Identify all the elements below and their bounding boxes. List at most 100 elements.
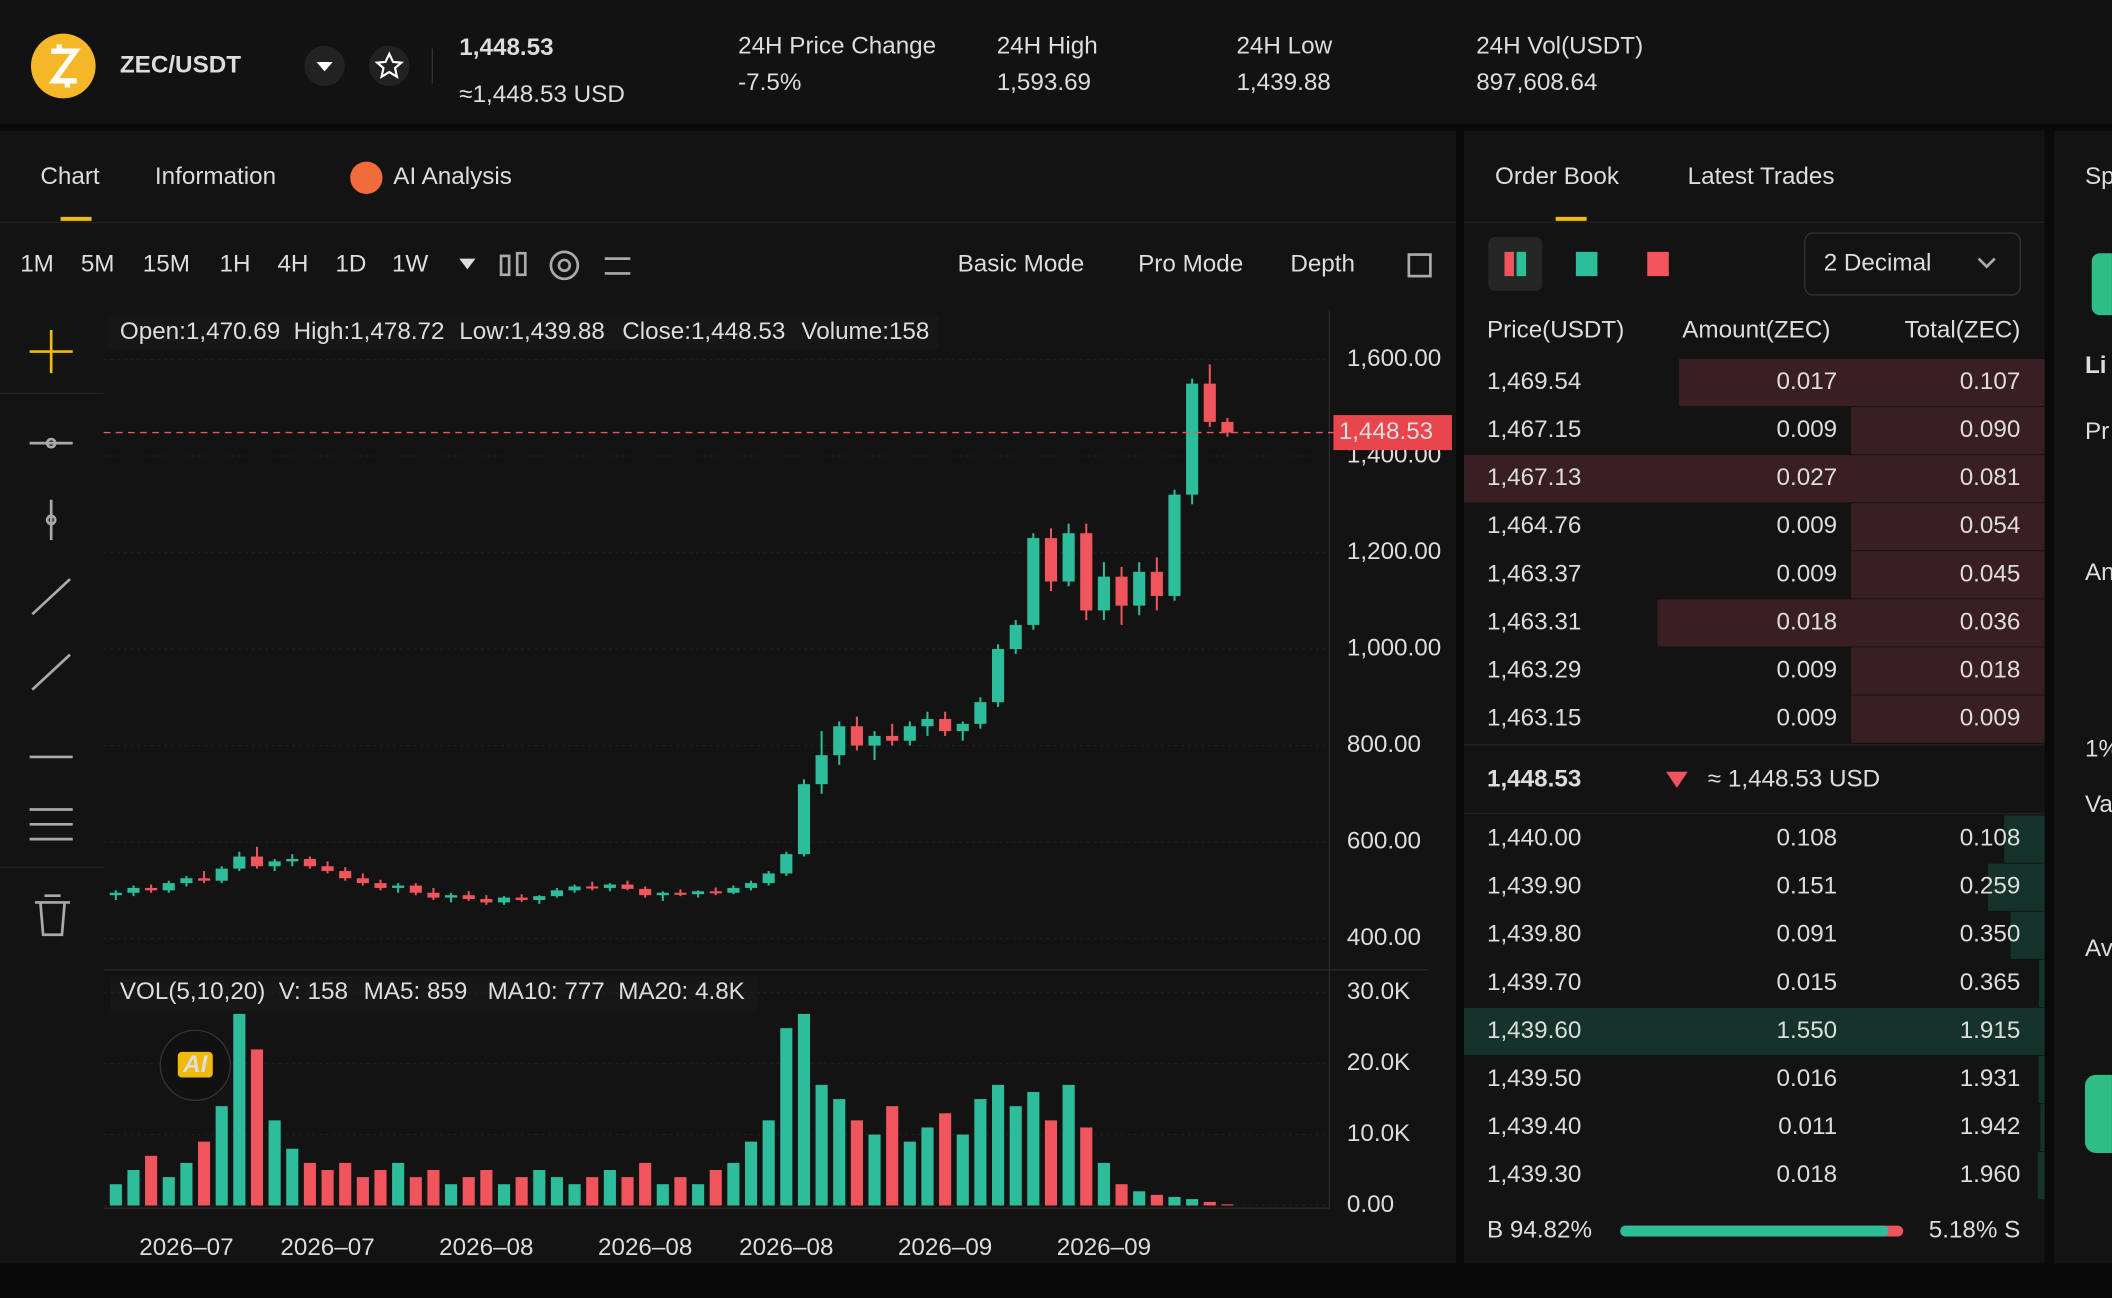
buy-tab[interactable]: [2091, 253, 2112, 316]
logo-glyph: [48, 44, 81, 88]
book-price: 1,463.37: [1487, 560, 1581, 587]
volume-bar: [991, 1084, 1005, 1206]
volume-bar: [868, 1134, 881, 1206]
volume-bar: [744, 1141, 758, 1206]
volume-bar: [621, 1177, 634, 1206]
volume-bar: [197, 1141, 211, 1206]
volume-bar: [1168, 1196, 1181, 1206]
stat-value: 897,608.64: [1476, 69, 1597, 96]
book-price: 1,467.15: [1487, 416, 1581, 443]
buy-button[interactable]: [2085, 1074, 2112, 1153]
stat-value: -7.5%: [738, 69, 801, 96]
candle-body: [939, 719, 952, 732]
stat-value: 1,593.69: [997, 69, 1091, 96]
ohlc-legend: Low:1,439.88: [459, 318, 605, 345]
volume-bar: [639, 1162, 652, 1206]
candle-body: [215, 868, 228, 881]
decimal-select[interactable]: [1804, 232, 2022, 296]
trade-panel: [2054, 130, 2112, 1264]
mode-button[interactable]: Pro Mode: [1138, 251, 1243, 278]
chart-tab[interactable]: Chart: [40, 163, 100, 190]
book-tab[interactable]: Latest Trades: [1688, 163, 1835, 190]
candle-body: [233, 856, 246, 869]
candle-body: [374, 883, 387, 888]
candle-body: [1080, 533, 1093, 611]
chart-tab[interactable]: Information: [155, 163, 276, 190]
volume-bar: [321, 1170, 334, 1206]
candle-body: [1009, 624, 1022, 650]
interval-button[interactable]: 1W: [392, 251, 428, 278]
book-total: 0.107: [1960, 368, 2021, 395]
mode-button[interactable]: Depth: [1290, 251, 1355, 278]
volume-bar: [1203, 1201, 1216, 1206]
view-toggle[interactable]: [1488, 237, 1543, 291]
candle-body: [497, 897, 511, 903]
book-price: 1,439.80: [1487, 921, 1581, 948]
candle-body: [303, 858, 316, 867]
candle-body: [1097, 576, 1110, 611]
volume-bar: [409, 1177, 422, 1206]
volume-bar: [515, 1177, 528, 1206]
volume-bar: [709, 1170, 722, 1206]
candle-body: [162, 883, 175, 891]
favorite-button[interactable]: [369, 45, 410, 87]
volume-bar: [921, 1127, 934, 1206]
interval-button[interactable]: 4H: [277, 251, 308, 278]
dropdown-arrow: [316, 61, 333, 72]
interval-dropdown[interactable]: [459, 258, 476, 270]
candle-body: [850, 726, 863, 746]
book-amount: 0.151: [1777, 873, 1838, 900]
decimal-label: 2 Decimal: [1824, 249, 1932, 276]
book-tab[interactable]: Order Book: [1495, 163, 1620, 190]
header-bar: [0, 0, 2112, 124]
book-total: 0.090: [1960, 416, 2021, 443]
side-fragment: Av: [2085, 935, 2112, 962]
candle-body: [409, 885, 422, 893]
book-total: 0.259: [1960, 873, 2021, 900]
volume-bar: [833, 1099, 846, 1206]
interval-button[interactable]: 1D: [335, 251, 366, 278]
interval-button[interactable]: 1M: [20, 251, 54, 278]
book-amount: 0.009: [1777, 512, 1838, 539]
volume-bar: [1027, 1091, 1040, 1206]
chart-tab[interactable]: AI Analysis: [393, 163, 512, 190]
vol-legend: MA20: 4.8K: [618, 978, 745, 1005]
mode-button[interactable]: Basic Mode: [958, 251, 1085, 278]
x-tick-label: 2026–08: [739, 1234, 833, 1261]
side-fragment: Li: [2085, 352, 2107, 379]
interval-button[interactable]: 15M: [143, 251, 190, 278]
book-view-icons: [1504, 251, 1669, 277]
candle-body: [797, 784, 811, 855]
volume-bar: [727, 1162, 740, 1206]
y-tick-label: 0.00: [1347, 1191, 1394, 1218]
depth-bar: [1464, 455, 2045, 503]
candle-body: [515, 897, 528, 900]
candle-body: [1168, 494, 1181, 596]
interval-button[interactable]: 5M: [81, 251, 115, 278]
candle-body: [709, 891, 722, 894]
ai-badge-inner: [177, 1051, 213, 1078]
depth-bar: [1657, 599, 2045, 647]
candle-body: [868, 735, 881, 746]
candle-body: [1133, 571, 1146, 606]
volume-bar: [374, 1170, 387, 1206]
book-total: 0.350: [1960, 921, 2021, 948]
interval-button[interactable]: 1H: [220, 251, 251, 278]
candle-body: [1221, 421, 1234, 433]
book-price: 1,467.13: [1487, 464, 1581, 491]
volume-bar: [1080, 1127, 1093, 1206]
volume-bar: [145, 1155, 158, 1206]
ohlc-legend: High:1,478.72: [294, 318, 445, 345]
candle-body: [815, 755, 828, 785]
candle-body: [339, 871, 352, 879]
tab-underline: [1555, 216, 1587, 221]
down-arrow: [1666, 771, 1688, 788]
book-price: 1,439.90: [1487, 873, 1581, 900]
candle-body: [586, 886, 599, 889]
side-fragment: 1%: [2085, 736, 2112, 763]
stat-label: 24H Low: [1236, 33, 1332, 60]
stat-label: 24H Price Change: [738, 33, 936, 60]
book-total: 0.054: [1960, 512, 2021, 539]
candle-body: [1150, 571, 1163, 596]
